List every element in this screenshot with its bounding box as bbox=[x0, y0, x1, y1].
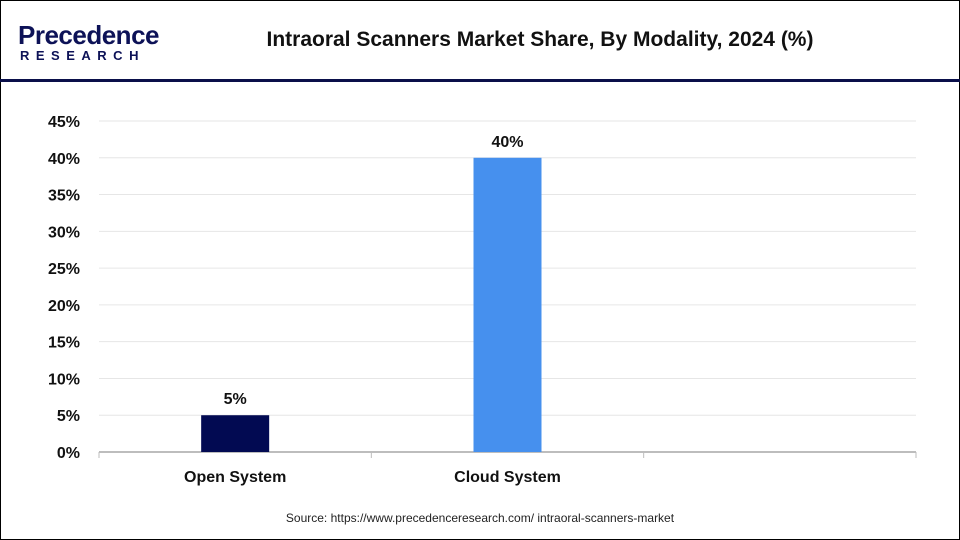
data-label: 40% bbox=[491, 134, 523, 151]
logo-text-top: Precedence bbox=[18, 20, 159, 50]
y-tick-label: 5% bbox=[57, 408, 80, 425]
source-note: Source: https://www.precedenceresearch.c… bbox=[285, 511, 675, 525]
y-tick-label: 30% bbox=[48, 224, 80, 241]
y-tick-label: 0% bbox=[57, 445, 80, 462]
x-category-label: Cloud System bbox=[454, 469, 561, 486]
logo-text-bottom: RESEARCH bbox=[20, 48, 145, 63]
header-divider bbox=[0, 79, 960, 82]
bar-open-system bbox=[201, 415, 270, 452]
bar-cloud-system bbox=[473, 157, 542, 452]
x-category-label: Open System bbox=[184, 469, 286, 486]
y-tick-label: 25% bbox=[48, 261, 80, 278]
y-tick-label: 40% bbox=[48, 151, 80, 168]
data-label: 5% bbox=[224, 391, 247, 408]
y-tick-label: 20% bbox=[48, 298, 80, 315]
y-tick-label: 35% bbox=[48, 188, 80, 205]
y-tick-label: 45% bbox=[48, 114, 80, 131]
y-tick-label: 10% bbox=[48, 371, 80, 388]
logo: Precedence RESEARCH bbox=[18, 20, 159, 63]
page-title: Intraoral Scanners Market Share, By Moda… bbox=[266, 28, 814, 51]
y-tick-label: 15% bbox=[48, 335, 80, 352]
